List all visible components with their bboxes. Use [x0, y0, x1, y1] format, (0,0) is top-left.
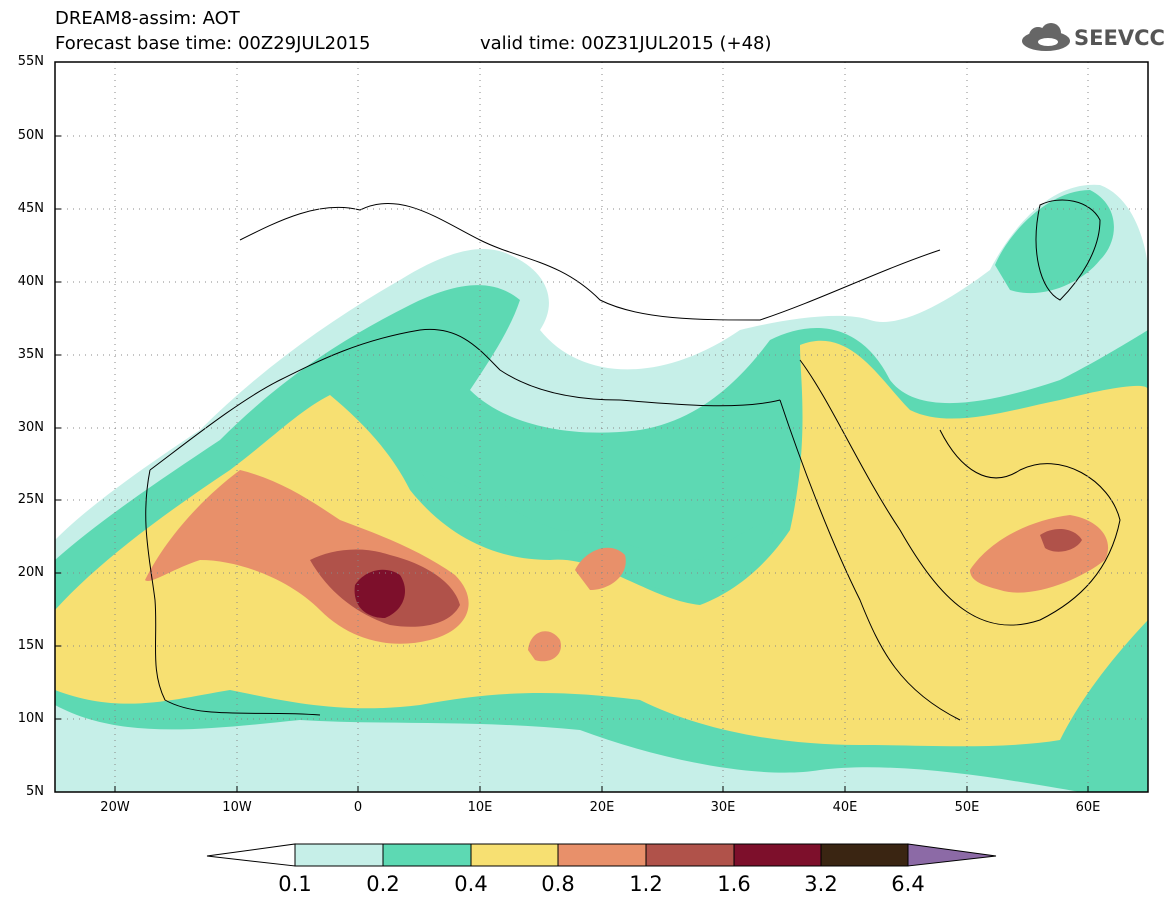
colorbar-label: 1.6	[717, 872, 751, 896]
aot-band-0.8-sudan	[528, 631, 561, 662]
lat-label: 40N	[17, 274, 44, 289]
lon-label: 20W	[100, 800, 130, 815]
aot-band-0.8-chad	[575, 547, 626, 590]
colorbar-label: 0.2	[366, 872, 400, 896]
colorbar-over-arrow	[907, 843, 997, 867]
aot-band-0.4	[55, 340, 1148, 747]
colorbar-swatch-4	[557, 843, 647, 867]
lon-label: 60E	[1075, 800, 1101, 815]
lat-label: 10N	[17, 711, 44, 726]
aot-band-1.6	[354, 569, 405, 618]
coastline-arabia	[799, 359, 1121, 626]
coastline-caspian	[1035, 199, 1101, 301]
lat-lon-grid	[55, 62, 1148, 792]
colorbar-label: 0.4	[454, 872, 488, 896]
coastline-africa-north	[149, 328, 781, 471]
valid-time: valid time: 00Z31JUL2015 (+48)	[480, 33, 772, 54]
lat-label: 45N	[17, 201, 44, 216]
lon-label: 10W	[222, 800, 252, 815]
coastline-africa-west	[145, 469, 321, 716]
tick-marks	[55, 61, 1089, 792]
lat-label: 30N	[17, 420, 44, 435]
lat-label: 20N	[17, 565, 44, 580]
cloud-logo-icon	[1022, 23, 1070, 51]
seevccc-logo: SEEVCCC	[1018, 22, 1165, 58]
colorbar-label: 3.2	[804, 872, 838, 896]
lat-label: 25N	[17, 492, 44, 507]
lon-label: 20E	[589, 800, 615, 815]
coastline-europe	[239, 202, 941, 321]
lon-label: 10E	[467, 800, 493, 815]
colorbar-swatch-6	[733, 843, 822, 867]
colorbar-swatch-2	[382, 843, 472, 867]
map-title: DREAM8-assim: AOT	[55, 8, 240, 29]
colorbar-label: 1.2	[629, 872, 663, 896]
coastline-red-sea	[779, 399, 961, 721]
lat-label: 50N	[17, 128, 44, 143]
colorbar-under-arrow	[206, 843, 296, 867]
lon-label: 50E	[954, 800, 980, 815]
lat-label: 35N	[17, 347, 44, 362]
colorbar-swatch-3	[470, 843, 559, 867]
logo-text: SEEVCCC	[1074, 26, 1165, 50]
colorbar	[206, 843, 997, 867]
forecast-base-time: Forecast base time: 00Z29JUL2015	[55, 33, 371, 54]
colorbar-label: 0.1	[278, 872, 312, 896]
lon-label: 40E	[832, 800, 858, 815]
colorbar-label: 0.8	[541, 872, 575, 896]
lat-label: 5N	[26, 784, 44, 799]
lat-label: 55N	[17, 54, 44, 69]
colorbar-swatch-1	[294, 843, 384, 867]
lat-label: 15N	[17, 638, 44, 653]
colorbar-label: 6.4	[891, 872, 925, 896]
colorbar-swatch-7	[820, 843, 909, 867]
aot-band-0.2-caspian	[995, 190, 1114, 294]
lon-label: 0	[353, 800, 363, 815]
aot-band-1.2-arabia	[1040, 528, 1082, 552]
colorbar-swatch-5	[645, 843, 735, 867]
lon-label: 30E	[710, 800, 736, 815]
aot-band-0.4-hole	[420, 470, 780, 595]
